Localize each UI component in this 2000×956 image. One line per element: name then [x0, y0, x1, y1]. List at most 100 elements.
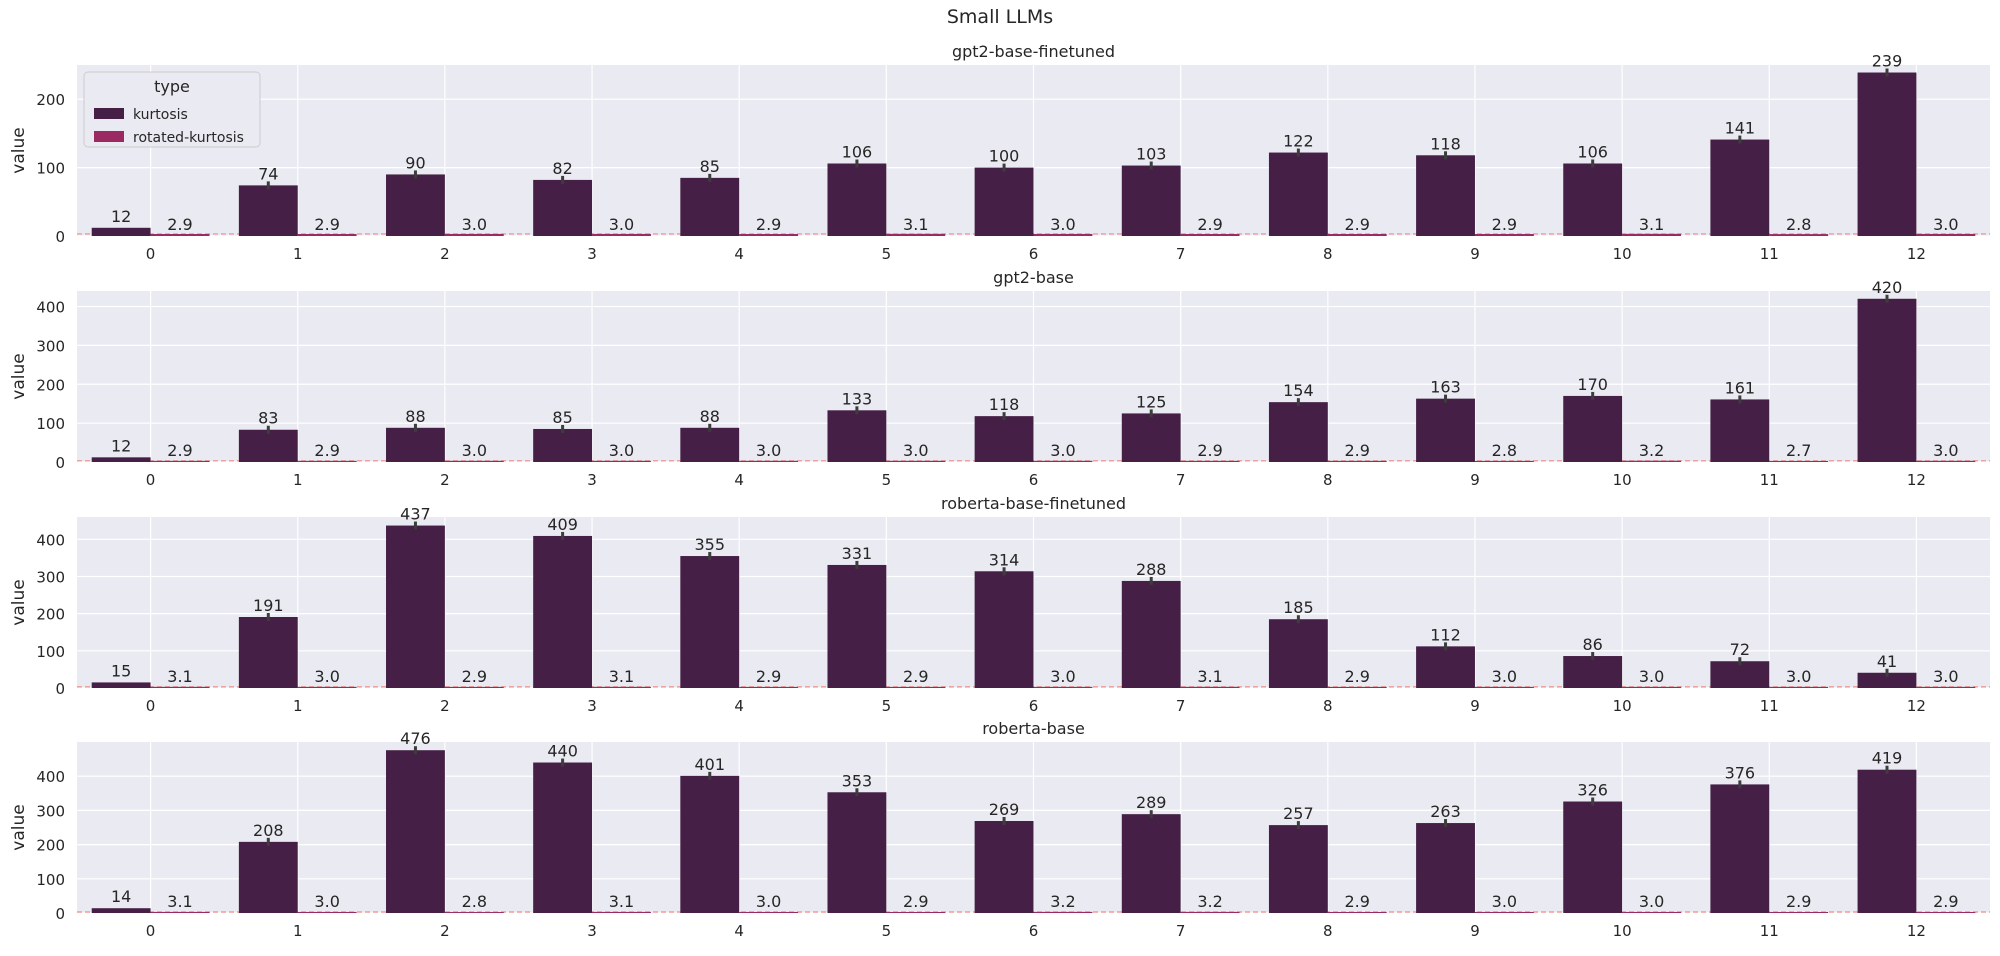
x-tick-label: 1 — [293, 471, 303, 489]
x-tick-label: 9 — [1470, 697, 1480, 715]
bar-kurtosis-12 — [1857, 672, 1917, 688]
data-label: 3.0 — [314, 667, 339, 686]
data-label: 2.9 — [1197, 215, 1222, 234]
data-label: 353 — [842, 771, 873, 790]
bar-kurtosis-4 — [680, 775, 740, 913]
data-label: 112 — [1430, 625, 1461, 644]
data-label: 103 — [1136, 145, 1167, 164]
data-label: 239 — [1872, 52, 1903, 71]
bar-rotated-kurtosis-4 — [739, 686, 799, 688]
bar-kurtosis-10 — [1563, 163, 1623, 236]
x-tick-label: 6 — [1029, 697, 1039, 715]
bar-kurtosis-8 — [1268, 152, 1328, 236]
bar-rotated-kurtosis-9 — [1474, 460, 1534, 462]
data-label: 3.2 — [1639, 441, 1664, 460]
data-label: 72 — [1730, 640, 1750, 659]
bar-kurtosis-7 — [1121, 580, 1181, 688]
data-label: 3.0 — [462, 441, 487, 460]
bar-kurtosis-0 — [91, 682, 151, 688]
bar-rotated-kurtosis-12 — [1916, 460, 1976, 462]
bar-kurtosis-11 — [1710, 399, 1770, 462]
bar-rotated-kurtosis-0 — [150, 234, 210, 236]
bar-kurtosis-10 — [1563, 801, 1623, 913]
data-label: 3.0 — [609, 441, 634, 460]
x-tick-label: 10 — [1613, 471, 1632, 489]
data-label: 161 — [1725, 378, 1756, 397]
data-label: 82 — [552, 159, 572, 178]
data-label: 170 — [1577, 375, 1608, 394]
x-tick-label: 9 — [1470, 245, 1480, 263]
bar-rotated-kurtosis-0 — [150, 686, 210, 688]
x-tick-label: 10 — [1613, 922, 1632, 940]
data-label: 2.9 — [756, 667, 781, 686]
y-tick-label: 200 — [36, 606, 65, 624]
y-tick-label: 300 — [36, 568, 65, 586]
x-tick-label: 9 — [1470, 922, 1480, 940]
bar-kurtosis-6 — [974, 167, 1034, 236]
bar-rotated-kurtosis-3 — [592, 686, 651, 688]
data-label: 2.7 — [1786, 441, 1811, 460]
bar-rotated-kurtosis-8 — [1327, 460, 1387, 462]
y-axis-label: value — [9, 579, 29, 625]
data-label: 3.0 — [756, 892, 781, 911]
data-label: 3.0 — [1492, 892, 1517, 911]
y-axis-label: value — [9, 127, 29, 173]
bar-kurtosis-5 — [827, 792, 887, 913]
data-label: 3.1 — [903, 215, 928, 234]
data-label: 85 — [700, 157, 720, 176]
data-label: 106 — [842, 142, 873, 161]
x-tick-label: 11 — [1760, 471, 1779, 489]
bar-rotated-kurtosis-4 — [739, 234, 799, 236]
bar-rotated-kurtosis-12 — [1916, 686, 1976, 688]
legend-title: type — [154, 77, 190, 96]
data-label: 74 — [258, 164, 278, 183]
y-tick-label: 0 — [55, 905, 65, 923]
x-tick-label: 3 — [587, 697, 597, 715]
bar-kurtosis-2 — [386, 750, 445, 913]
bar-kurtosis-5 — [827, 564, 887, 688]
bar-rotated-kurtosis-8 — [1327, 912, 1387, 913]
bar-kurtosis-3 — [533, 535, 593, 688]
data-label: 88 — [700, 407, 720, 426]
bar-rotated-kurtosis-8 — [1327, 686, 1387, 688]
y-tick-label: 100 — [36, 643, 65, 661]
bar-kurtosis-7 — [1121, 165, 1181, 236]
data-label: 12 — [111, 436, 131, 455]
x-tick-label: 7 — [1176, 922, 1186, 940]
y-tick-label: 100 — [36, 871, 65, 889]
x-tick-label: 7 — [1176, 471, 1186, 489]
bar-kurtosis-0 — [91, 908, 151, 913]
bar-rotated-kurtosis-0 — [150, 911, 210, 913]
data-label: 15 — [111, 661, 131, 680]
bar-rotated-kurtosis-2 — [444, 233, 504, 236]
legend-entry-kurtosis: kurtosis — [133, 107, 188, 123]
x-tick-label: 5 — [882, 245, 892, 263]
bar-rotated-kurtosis-5 — [886, 233, 946, 236]
x-tick-label: 2 — [440, 245, 450, 263]
bar-kurtosis-12 — [1857, 72, 1917, 236]
x-tick-label: 4 — [734, 697, 744, 715]
bar-kurtosis-12 — [1857, 769, 1917, 913]
y-tick-label: 0 — [55, 680, 65, 698]
data-label: 90 — [405, 153, 425, 172]
data-label: 420 — [1872, 278, 1903, 297]
bar-kurtosis-9 — [1416, 155, 1475, 236]
bar-rotated-kurtosis-7 — [1180, 234, 1240, 236]
data-label: 3.0 — [1933, 441, 1958, 460]
bar-rotated-kurtosis-3 — [592, 911, 651, 913]
data-label: 3.0 — [1050, 441, 1075, 460]
legend: type kurtosis rotated-kurtosis — [83, 71, 261, 148]
data-label: 437 — [400, 505, 431, 524]
bar-kurtosis-4 — [680, 427, 740, 462]
bar-kurtosis-1 — [238, 429, 298, 462]
bar-kurtosis-6 — [974, 821, 1034, 913]
data-label: 2.9 — [1197, 441, 1222, 460]
bar-rotated-kurtosis-11 — [1769, 460, 1829, 462]
data-label: 185 — [1283, 598, 1314, 617]
data-label: 208 — [253, 821, 284, 840]
bar-kurtosis-4 — [680, 177, 740, 236]
x-tick-label: 10 — [1613, 245, 1632, 263]
bar-rotated-kurtosis-6 — [1033, 233, 1093, 236]
